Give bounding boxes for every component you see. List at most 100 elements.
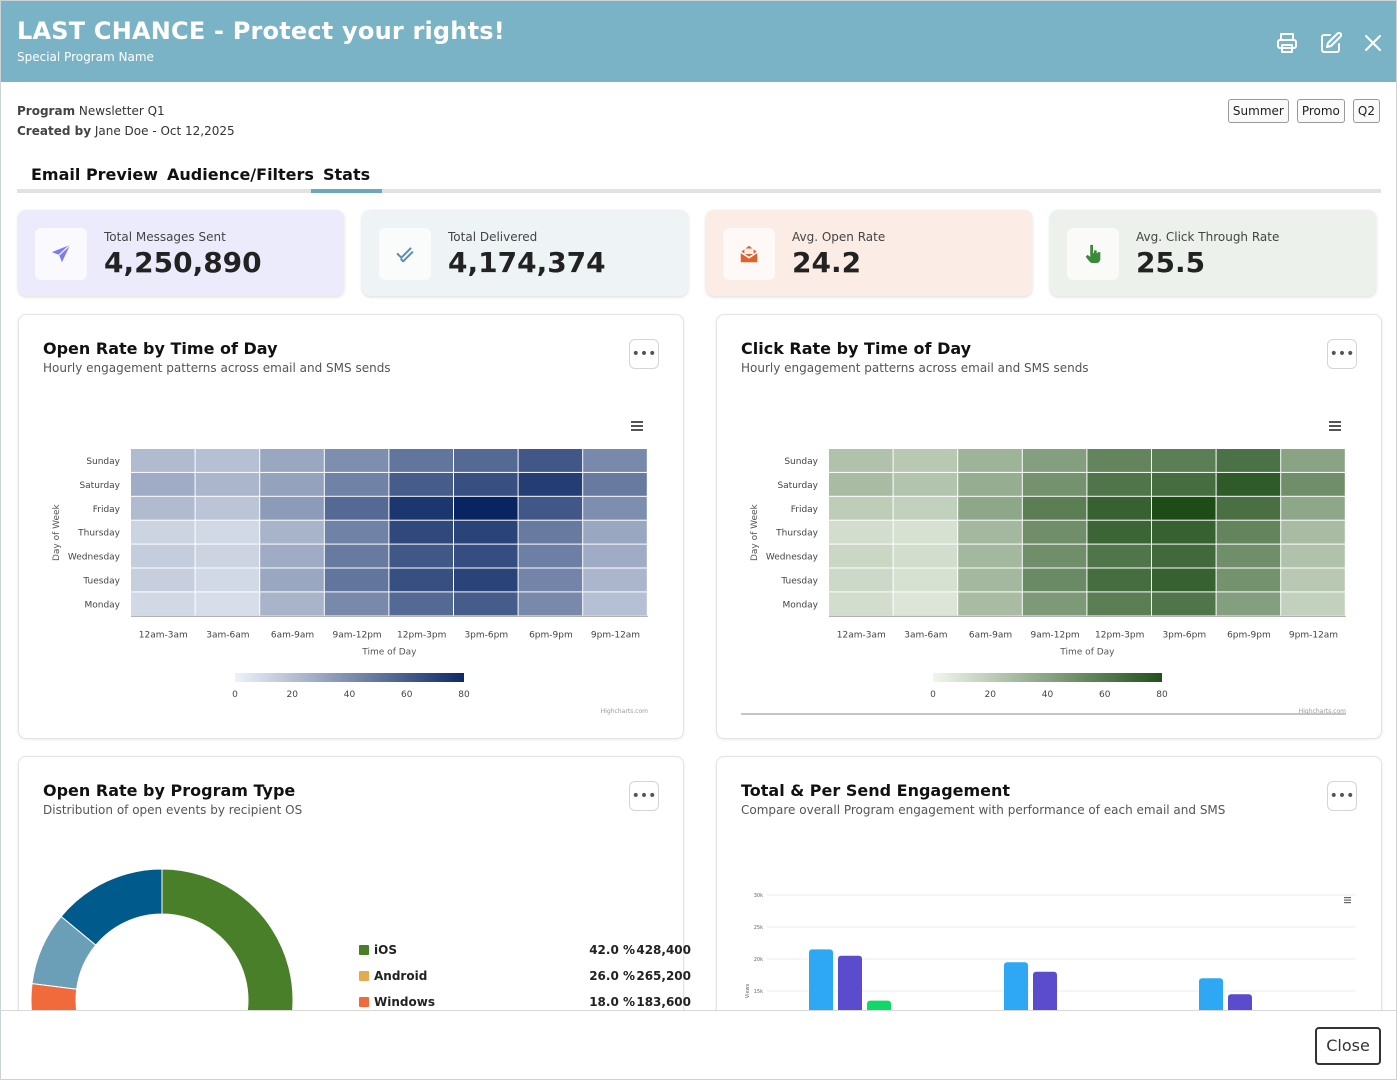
more-options-button[interactable]: ••• <box>629 781 659 811</box>
kpi-value: 4,174,374 <box>448 246 606 279</box>
heatmap-cell <box>1152 544 1216 568</box>
legend-item-ios[interactable]: iOS 42.0 % 428,400 <box>359 943 691 957</box>
heatmap-cell <box>131 520 195 544</box>
heatmap-cell <box>324 472 389 496</box>
donut-slice <box>60 868 163 946</box>
y-tick-label: Tuesday <box>780 576 818 586</box>
y-tick-label: Thursday <box>775 529 819 539</box>
heatmap-cell <box>958 472 1022 496</box>
heatmap-cell <box>518 496 583 520</box>
print-icon[interactable] <box>1275 31 1299 55</box>
x-tick-label: 12am-3am <box>837 630 886 640</box>
heatmap-cell <box>1152 496 1216 520</box>
close-icon[interactable] <box>1361 31 1385 55</box>
heatmap-cell <box>1216 592 1281 616</box>
tag[interactable]: Promo <box>1296 99 1345 123</box>
panel-subtitle: Hourly engagement patterns across email … <box>741 361 1089 375</box>
legend-item-android[interactable]: Android 26.0 % 265,200 <box>359 969 691 983</box>
y-tick-label: Friday <box>93 505 121 515</box>
tab-bar-track <box>17 189 1381 193</box>
chart-credit: Highcharts.com <box>601 708 648 715</box>
kpi-value: 25.5 <box>1136 246 1206 279</box>
x-tick-label: 9am-12pm <box>332 630 381 640</box>
y-tick-label: Monday <box>84 600 120 610</box>
heatmap-cell <box>518 449 583 472</box>
kpi-value: 4,250,890 <box>104 246 262 279</box>
panel-title: Open Rate by Time of Day <box>43 339 278 358</box>
heatmap-cell <box>893 568 958 592</box>
panel-title: Total & Per Send Engagement <box>741 781 1011 800</box>
chart-menu-line <box>1344 899 1351 901</box>
heatmap-cell <box>260 544 324 568</box>
heatmap-cell <box>829 520 893 544</box>
tag[interactable]: Summer <box>1227 99 1289 123</box>
legend-percent: 18.0 % <box>589 995 635 1009</box>
kpi-value: 24.2 <box>792 246 862 279</box>
modal-footer: Close <box>1 1010 1396 1079</box>
x-axis-title: Time of Day <box>1059 647 1115 657</box>
y-tick-label: Saturday <box>79 481 120 491</box>
legend-count: 428,400 <box>636 943 691 957</box>
tab-email-preview[interactable]: Email Preview <box>31 165 158 184</box>
double-check-icon <box>379 228 431 280</box>
heatmap-cell <box>893 496 958 520</box>
heatmap-cell <box>454 496 518 520</box>
y-tick-label: Sunday <box>784 457 818 467</box>
heatmap-cell <box>958 544 1022 568</box>
heatmap-cell <box>583 592 647 616</box>
heatmap-cell <box>893 592 958 616</box>
color-axis-tick: 60 <box>1099 690 1111 700</box>
heatmap-cell <box>195 568 260 592</box>
heatmap-cell <box>1022 544 1087 568</box>
heatmap-cell <box>1216 472 1281 496</box>
heatmap-cell <box>518 568 583 592</box>
heatmap-cell <box>389 472 453 496</box>
more-options-button[interactable]: ••• <box>1327 781 1357 811</box>
x-tick-label: 6am-9am <box>271 630 314 640</box>
heatmap-cell <box>829 472 893 496</box>
y-tick-label: Thursday <box>77 529 121 539</box>
heatmap-cell <box>518 592 583 616</box>
y-tick-label: 25k <box>754 925 763 931</box>
tag[interactable]: Q2 <box>1352 99 1380 123</box>
heatmap-cell <box>1281 520 1345 544</box>
chart-menu-line <box>1329 421 1341 423</box>
x-tick-label: 3am-6am <box>206 630 249 640</box>
color-axis-tick: 40 <box>1042 690 1054 700</box>
x-tick-label: 12am-3am <box>139 630 188 640</box>
heatmap-cell <box>1216 520 1281 544</box>
legend-label: Android <box>374 969 428 983</box>
close-button[interactable]: Close <box>1315 1027 1381 1065</box>
panel-subtitle: Distribution of open events by recipient… <box>43 803 303 817</box>
more-options-button[interactable]: ••• <box>629 339 659 369</box>
heatmap-cell <box>131 496 195 520</box>
heatmap-cell <box>1281 544 1345 568</box>
heatmap-cell <box>1087 544 1151 568</box>
heatmap-cell <box>1216 449 1281 472</box>
x-tick-label: 6pm-9pm <box>529 630 573 640</box>
tab-audience-filters[interactable]: Audience/Filters <box>167 165 314 184</box>
heatmap-cell <box>131 568 195 592</box>
heatmap-cell <box>389 520 453 544</box>
edit-icon[interactable] <box>1319 31 1343 55</box>
modal-title: LAST CHANCE - Protect your rights! <box>17 17 505 45</box>
heatmap-cell <box>1281 472 1345 496</box>
heatmap-cell <box>1087 496 1151 520</box>
more-options-button[interactable]: ••• <box>1327 339 1357 369</box>
panel-title: Open Rate by Program Type <box>43 781 296 800</box>
y-tick-label: 20k <box>754 957 763 963</box>
heatmap-cell <box>260 496 324 520</box>
heatmap-cell <box>893 449 958 472</box>
open-rate-heatmap-panel: Open Rate by Time of Day Hourly engageme… <box>18 314 684 739</box>
heatmap-cell <box>583 544 647 568</box>
tab-stats[interactable]: Stats <box>311 163 383 193</box>
heatmap-cell <box>131 449 195 472</box>
heatmap-cell <box>260 520 324 544</box>
heatmap-cell <box>454 520 518 544</box>
y-tick-label: Tuesday <box>82 576 120 586</box>
legend-item-windows[interactable]: Windows 18.0 % 183,600 <box>359 995 691 1009</box>
legend-swatch <box>359 945 369 955</box>
heatmap-cell <box>958 449 1022 472</box>
kpi-label: Total Delivered <box>448 230 538 244</box>
program-value: Newsletter Q1 <box>78 104 165 118</box>
